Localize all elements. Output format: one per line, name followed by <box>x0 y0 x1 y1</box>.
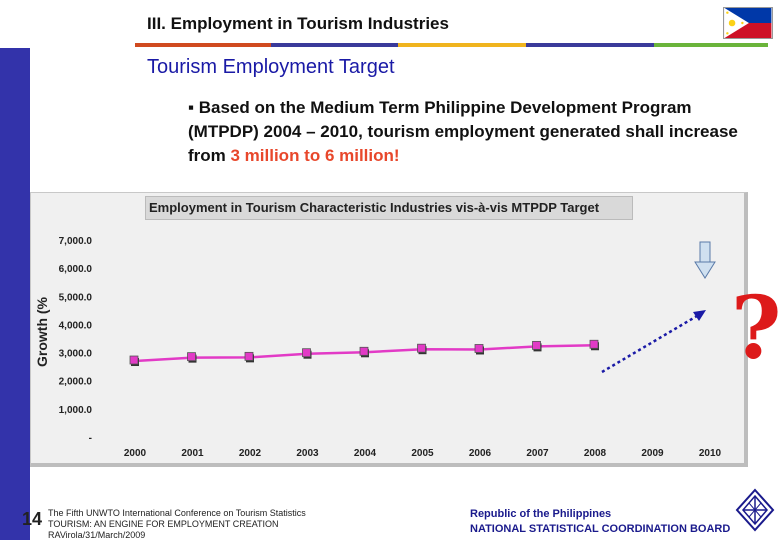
y-tick-label: 1,000.0 <box>59 405 93 416</box>
y-tick-label: 6,000.0 <box>59 264 93 275</box>
org-line: NATIONAL STATISTICAL COORDINATION BOARD <box>470 523 731 535</box>
bullet-highlight: 3 million to 6 million! <box>230 146 400 165</box>
chart-title-box <box>145 196 633 220</box>
conference-info: The Fifth UNWTO International Conference… <box>48 508 306 540</box>
x-tick-label: 2007 <box>526 448 549 459</box>
bullet-point: ▪ Based on the Medium Term Philippine De… <box>188 96 748 168</box>
data-point <box>129 355 139 365</box>
y-tick-label: 3,000.0 <box>59 349 93 360</box>
data-point <box>302 348 311 358</box>
employment-chart: 7,000.0 6,000.0 5,000.0 4,000.0 3,000.0 2,000… <box>34 236 722 459</box>
header-stripe-segment <box>654 43 768 47</box>
chart-frame <box>30 192 748 467</box>
data-point <box>474 344 484 353</box>
org-line: Republic of the Philippines <box>470 508 612 520</box>
conference-line: TOURISM: AN ENGINE FOR EMPLOYMENT CREATI… <box>48 519 279 529</box>
x-tick-label: 2010 <box>699 448 722 459</box>
header-stripe-segment <box>526 43 654 47</box>
page-number: 14 <box>22 509 43 529</box>
section-title: III. Employment in Tourism Industries <box>147 14 449 33</box>
organization-info: Republic of the Philippines NATIONAL STA… <box>470 507 730 537</box>
bullet-text: Based on the Medium Term Philippine Deve… <box>188 98 738 165</box>
x-tick-label: 2009 <box>641 448 664 459</box>
conference-line: RAVirola/31/March/2009 <box>48 530 146 540</box>
x-tick-label: 2000 <box>124 448 147 459</box>
x-tick-label: 2002 <box>239 448 262 459</box>
bullet-marker: ▪ <box>188 98 199 117</box>
y-tick-label: 5,000.0 <box>59 292 93 303</box>
y-tick-label: 2,000.0 <box>59 377 93 388</box>
y-tick-label: 4,000.0 <box>59 320 93 331</box>
header-background <box>0 0 135 48</box>
projection-arrow <box>601 311 703 374</box>
x-tick-label: 2003 <box>296 448 319 459</box>
conference-line: The Fifth UNWTO International Conference… <box>48 508 306 518</box>
x-tick-label: 2008 <box>584 448 607 459</box>
data-point <box>244 351 254 361</box>
header-stripe-segment <box>135 43 271 47</box>
y-tick-label: - <box>89 433 92 444</box>
data-point <box>589 339 599 349</box>
x-tick-label: 2004 <box>354 448 377 459</box>
header-stripe-segment <box>398 43 526 47</box>
left-accent-bar <box>0 0 30 540</box>
target-arrow-shaft <box>699 241 711 263</box>
y-tick-label: 7,000.0 <box>59 236 93 247</box>
data-point <box>359 346 369 356</box>
projection-arrowhead <box>693 310 706 321</box>
x-tick-label: 2005 <box>411 448 434 459</box>
x-tick-label: 2006 <box>469 448 492 459</box>
nscb-logo-icon <box>735 488 775 532</box>
slide-title: Tourism Employment Target <box>147 56 395 78</box>
x-tick-label: 2001 <box>181 448 204 459</box>
chart-title: Employment in Tourism Characteristic Ind… <box>149 200 600 215</box>
header-stripe-segment <box>271 43 398 47</box>
data-point <box>417 343 426 353</box>
target-arrow-head <box>694 261 716 279</box>
question-mark-annotation: ? <box>731 278 780 379</box>
y-axis-label: Growth (% <box>34 296 50 367</box>
data-point <box>532 340 541 350</box>
data-point <box>187 352 196 362</box>
philippine-flag-icon <box>723 7 773 39</box>
